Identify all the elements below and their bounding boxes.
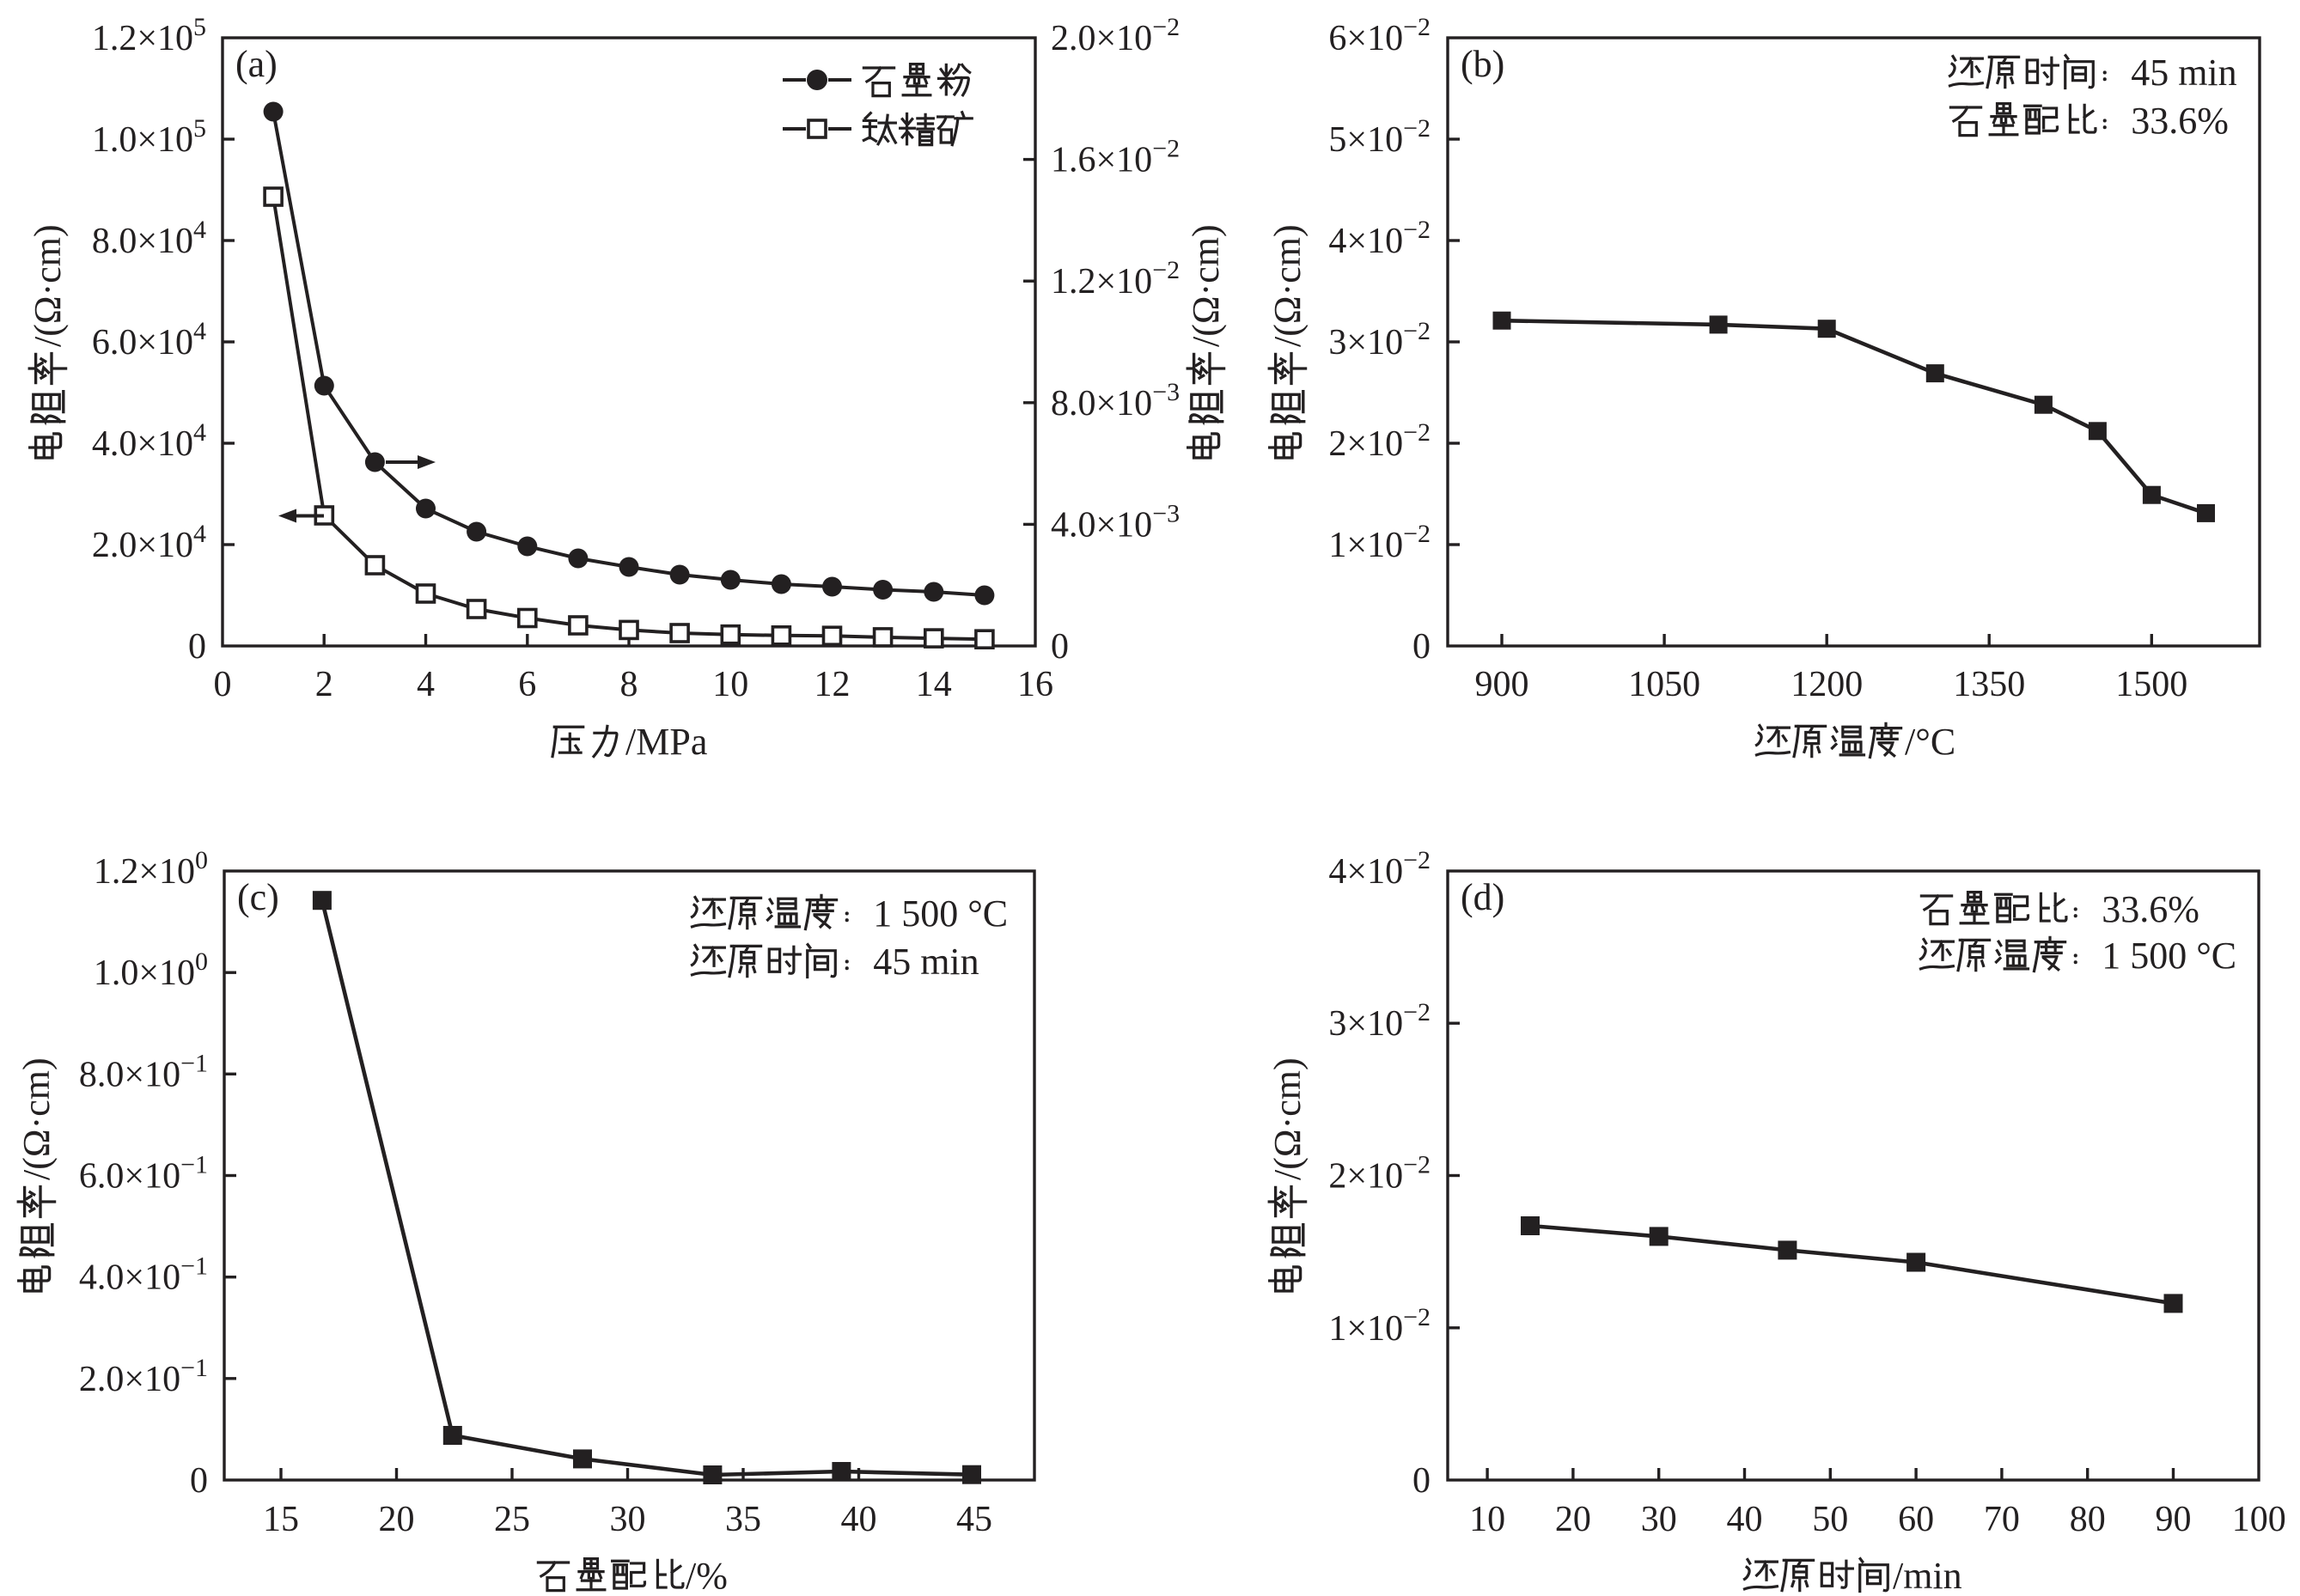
svg-text:16: 16	[1017, 665, 1053, 704]
svg-text:15: 15	[263, 1500, 299, 1539]
svg-text:(b): (b)	[1461, 43, 1504, 85]
svg-text:45: 45	[956, 1500, 992, 1539]
svg-text:/min: /min	[1893, 1555, 1962, 1596]
svg-text:2.0×10−1: 2.0×10−1	[79, 1354, 208, 1399]
svg-text:30: 30	[610, 1500, 646, 1539]
svg-text:(c): (c)	[237, 876, 279, 918]
svg-text:/(Ω·cm): /(Ω·cm)	[1266, 224, 1309, 347]
svg-text:1500: 1500	[2115, 665, 2187, 704]
svg-text:/°C: /°C	[1905, 721, 1955, 763]
svg-text:3×10−2: 3×10−2	[1328, 317, 1431, 362]
svg-text:33.6%: 33.6%	[2102, 888, 2199, 930]
svg-text:1 500 °C: 1 500 °C	[2102, 935, 2236, 977]
svg-text:/(Ω·cm): /(Ω·cm)	[27, 224, 69, 347]
svg-text:12: 12	[814, 665, 851, 704]
svg-text:30: 30	[1641, 1500, 1677, 1539]
svg-text:45 min: 45 min	[873, 941, 979, 983]
svg-text:80: 80	[2070, 1500, 2106, 1539]
svg-text:6.0×104: 6.0×104	[92, 317, 206, 362]
svg-text:2: 2	[315, 665, 333, 704]
svg-text:1.0×100: 1.0×100	[94, 947, 208, 993]
svg-text:10: 10	[712, 665, 748, 704]
svg-text:45 min: 45 min	[2131, 52, 2236, 94]
svg-text:60: 60	[1898, 1500, 1934, 1539]
svg-text:40: 40	[841, 1500, 877, 1539]
svg-text:1.2×105: 1.2×105	[92, 13, 206, 58]
svg-text:10: 10	[1469, 1500, 1505, 1539]
svg-text:14: 14	[916, 665, 952, 704]
svg-text:2.0×104: 2.0×104	[92, 520, 206, 565]
svg-text:4: 4	[417, 665, 435, 704]
svg-text:35: 35	[725, 1500, 761, 1539]
svg-text:4.0×104: 4.0×104	[92, 418, 206, 464]
svg-text:/%: /%	[686, 1555, 728, 1596]
svg-text:6: 6	[518, 665, 536, 704]
svg-text:2.0×10−2: 2.0×10−2	[1051, 13, 1180, 58]
svg-text:70: 70	[1984, 1500, 2020, 1539]
svg-text:/(Ω·cm): /(Ω·cm)	[1266, 1057, 1309, 1180]
svg-text:20: 20	[379, 1500, 415, 1539]
svg-text:0: 0	[1412, 1461, 1431, 1501]
svg-text:8.0×104: 8.0×104	[92, 216, 206, 261]
svg-text:8: 8	[620, 665, 638, 704]
svg-text:25: 25	[494, 1500, 530, 1539]
svg-text:0: 0	[190, 1461, 208, 1501]
svg-text:8.0×10−1: 8.0×10−1	[79, 1049, 208, 1094]
svg-text:0: 0	[1051, 627, 1069, 667]
svg-text:/(Ω·cm): /(Ω·cm)	[15, 1057, 58, 1180]
svg-text:900: 900	[1475, 665, 1529, 704]
svg-text:/(Ω·cm): /(Ω·cm)	[1185, 224, 1227, 347]
svg-text:0: 0	[188, 627, 206, 667]
svg-text:3×10−2: 3×10−2	[1328, 998, 1431, 1044]
svg-text:100: 100	[2232, 1500, 2286, 1539]
svg-text:50: 50	[1812, 1500, 1848, 1539]
svg-text:20: 20	[1555, 1500, 1591, 1539]
svg-text:1 500 °C: 1 500 °C	[873, 892, 1008, 935]
svg-text:(a): (a)	[235, 43, 278, 85]
svg-text:1050: 1050	[1628, 665, 1700, 704]
svg-text:1.0×105: 1.0×105	[92, 114, 206, 160]
svg-text:0: 0	[1412, 627, 1431, 667]
svg-text:/MPa: /MPa	[625, 721, 707, 763]
svg-text:0: 0	[214, 665, 232, 704]
svg-text:90: 90	[2156, 1500, 2192, 1539]
svg-text:33.6%: 33.6%	[2131, 100, 2229, 142]
svg-text:1.2×100: 1.2×100	[94, 846, 208, 892]
svg-text:40: 40	[1727, 1500, 1763, 1539]
svg-text:1350: 1350	[1953, 665, 2025, 704]
svg-text:1200: 1200	[1791, 665, 1863, 704]
svg-text:(d): (d)	[1461, 876, 1504, 918]
